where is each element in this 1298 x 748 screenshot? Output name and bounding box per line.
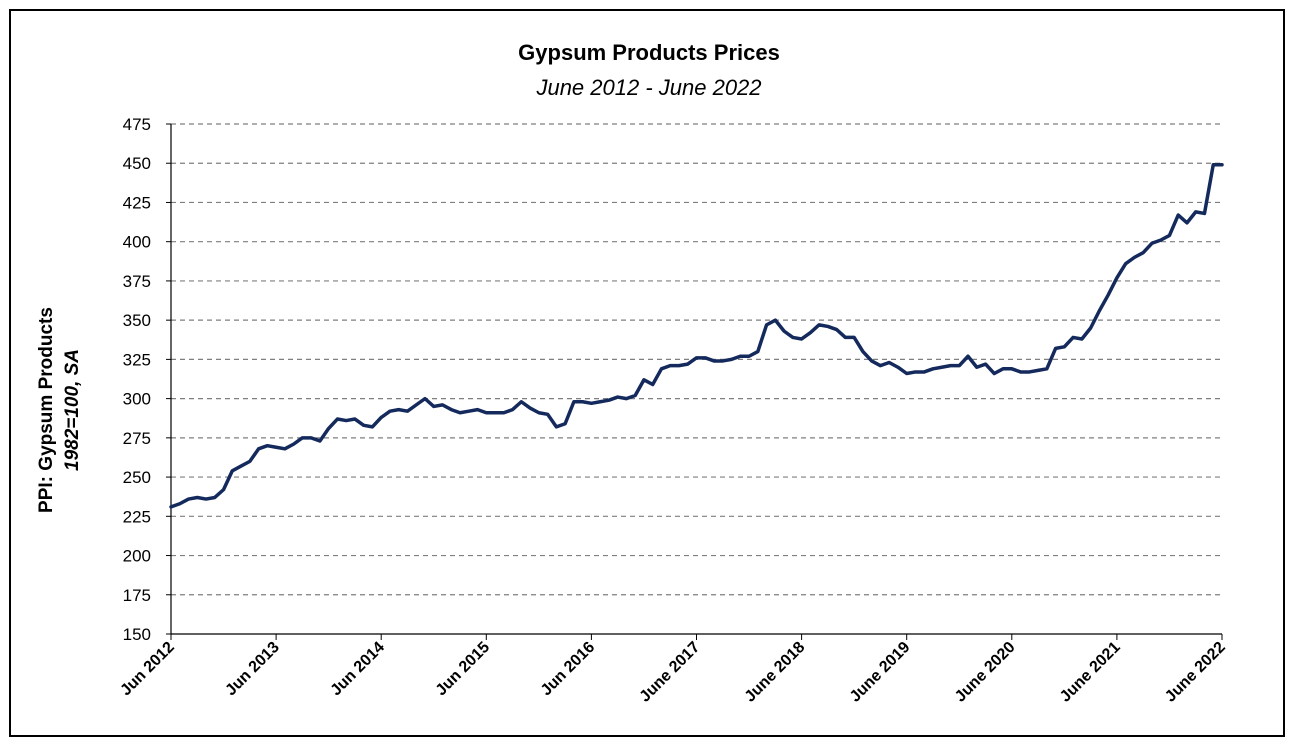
y-tick-label: 400 <box>123 233 151 252</box>
y-tick-label: 450 <box>123 154 151 173</box>
gridlines <box>171 123 1222 596</box>
y-tick-label: 425 <box>123 193 151 212</box>
x-tick-label: Jun 2016 <box>538 639 599 700</box>
y-tick-label: 375 <box>123 272 151 291</box>
x-tick-label: Jun 2015 <box>433 639 494 700</box>
y-tick-label: 475 <box>123 115 151 134</box>
x-axis: Jun 2012 Jun 2013 Jun 2014 Jun 2015 Jun 2016… <box>117 124 1229 706</box>
chart-title: Gypsum Products Prices <box>518 40 780 65</box>
chart-frame <box>9 9 1285 737</box>
y-tick-label: 350 <box>123 311 151 330</box>
x-tick-label: Jun 2013 <box>222 639 283 700</box>
x-tick-label: June 2019 <box>847 639 914 706</box>
x-tick-label: June 2022 <box>1162 639 1229 706</box>
series-line <box>169 163 1224 509</box>
x-tick-label: Jun 2014 <box>328 639 389 700</box>
x-tick-label: June 2017 <box>637 639 704 706</box>
y-tick-label: 150 <box>123 625 151 644</box>
x-tick-label: June 2020 <box>952 639 1019 706</box>
x-tick-label: June 2021 <box>1057 639 1124 706</box>
y-tick-label: 225 <box>123 507 151 526</box>
y-tick-label: 325 <box>123 350 151 369</box>
y-tick-label: 175 <box>123 586 151 605</box>
y-tick-label: 200 <box>123 547 151 566</box>
x-tick-label: Jun 2012 <box>117 639 178 700</box>
plot-area <box>169 163 1224 509</box>
y-axis-ticks: 150 175 200 225 250 275 300 325 350 375 400 425 450 4… <box>123 115 171 644</box>
y-tick-label: 275 <box>123 429 151 448</box>
y-tick-label: 250 <box>123 468 151 487</box>
y-axis-sublabel: 1982=100, SA <box>62 349 83 471</box>
x-tick-label: June 2018 <box>742 639 809 706</box>
y-tick-label: 300 <box>123 390 151 409</box>
chart-subtitle: June 2012 - June 2022 <box>535 75 761 100</box>
y-axis-label: PPI: Gypsum Products <box>36 307 57 513</box>
